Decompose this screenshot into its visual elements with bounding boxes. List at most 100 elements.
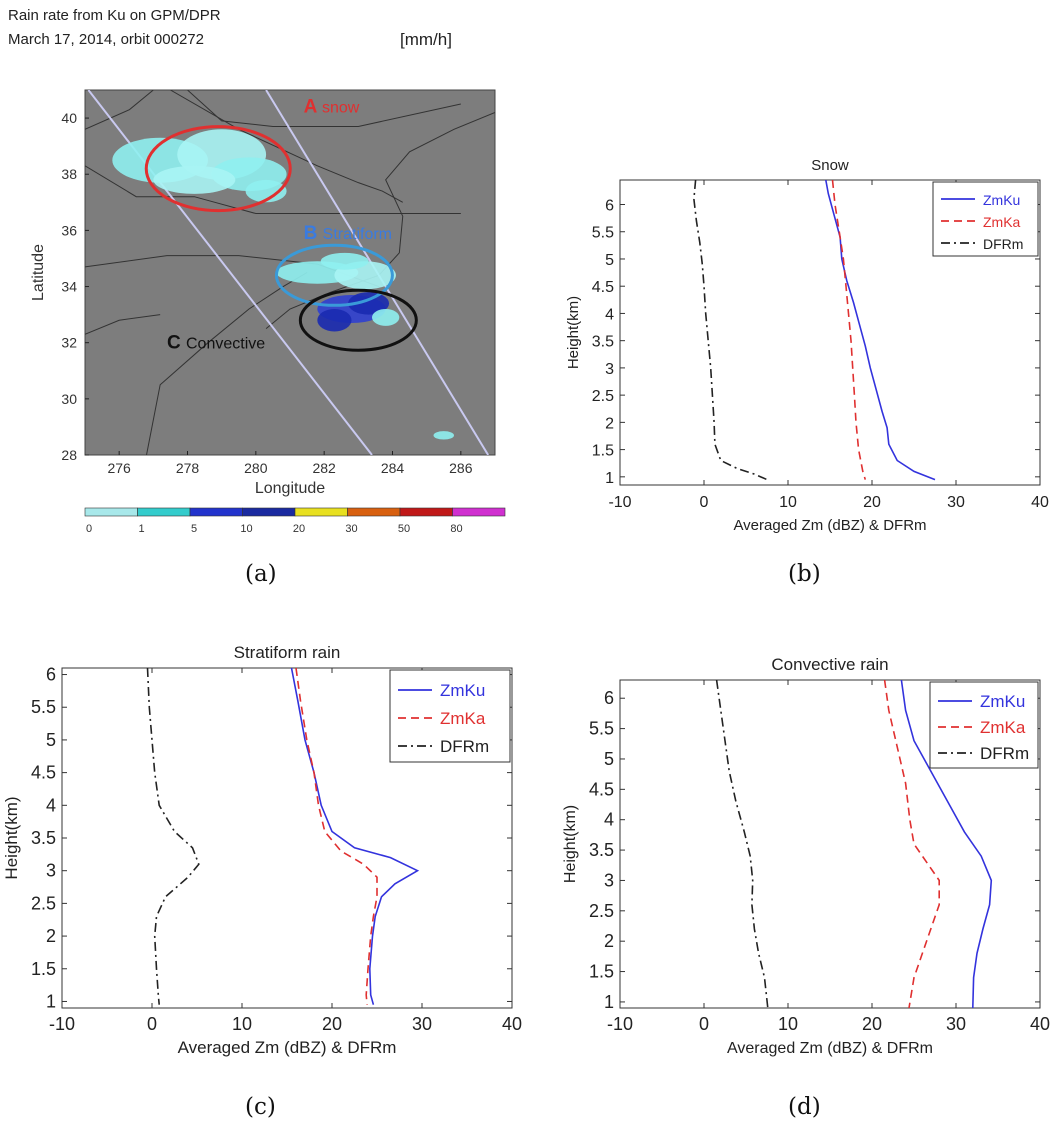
colorbar-segment	[84, 507, 138, 517]
chart-title: Convective rain	[771, 655, 888, 674]
colorbar-segment	[189, 507, 243, 517]
map-x-axis-label: Longitude	[255, 480, 325, 497]
map-x-tick-label: 286	[449, 460, 473, 476]
map-title-line1: Rain rate from Ku on GPM/DPR	[8, 7, 221, 24]
y-tick-label: 4.5	[589, 779, 614, 799]
x-tick-label: 20	[322, 1014, 342, 1034]
series-line-dfrm	[146, 668, 200, 1005]
y-tick-label: 2.5	[31, 893, 56, 913]
precip-area	[153, 165, 236, 194]
y-axis-label: Height(km)	[565, 296, 582, 369]
precip-area	[320, 252, 369, 270]
colorbar-segment	[399, 507, 453, 517]
map-border	[85, 90, 154, 130]
y-tick-label: 1	[605, 470, 614, 487]
series-line-zmka	[295, 668, 378, 1005]
series-line-dfrm	[715, 680, 769, 1008]
precip-area	[245, 179, 287, 203]
y-axis-label: Height(km)	[562, 805, 579, 883]
chart-title: Snow	[811, 157, 849, 174]
y-tick-label: 2	[604, 931, 614, 951]
x-tick-label: 20	[862, 1014, 882, 1034]
map-border	[85, 165, 461, 215]
snow-profile-panel: Snow -10 0 10 20 30 40 1 1.5 2 2.5 3 3.5 4 4.5 5 5.5 6 Ave…	[560, 150, 1050, 555]
map-y-tick-label: 40	[61, 110, 77, 126]
y-tick-label: 3.5	[589, 840, 614, 860]
chart-title: Stratiform rain	[234, 643, 341, 662]
series-line-zmku	[900, 680, 993, 1008]
y-tick-label: 5	[605, 252, 614, 269]
y-tick-label: 1.5	[589, 962, 614, 982]
y-tick-label: 2.5	[589, 901, 614, 921]
y-tick-label: 5.5	[31, 697, 56, 717]
series-line-zmka	[883, 680, 940, 1008]
y-tick-label: 5.5	[589, 719, 614, 739]
map-y-axis-label: Latitude	[30, 244, 47, 301]
legend-label-dfrm: DFRm	[440, 737, 489, 756]
series-line-zmka	[831, 180, 867, 480]
precip-area	[372, 309, 400, 326]
series-line-zmku	[290, 668, 420, 1005]
x-tick-label: -10	[49, 1014, 75, 1034]
legend-label-zmka: ZmKa	[980, 718, 1026, 737]
y-tick-label: 4	[46, 795, 56, 815]
map-border	[146, 272, 308, 455]
y-tick-label: 6	[604, 688, 614, 708]
x-tick-label: 40	[502, 1014, 522, 1034]
x-tick-label: 30	[947, 494, 965, 511]
y-tick-label: 1	[604, 992, 614, 1012]
map-x-tick-label: 278	[176, 460, 200, 476]
colorbar-segment	[242, 507, 296, 517]
colorbar-tick-label: 80	[450, 523, 462, 535]
y-axis-label: Height(km)	[2, 796, 21, 879]
y-tick-label: 4	[604, 810, 614, 830]
convective-region-ellipse	[298, 288, 418, 352]
colorbar-segment	[137, 507, 191, 517]
caption-a: (a)	[245, 561, 277, 587]
y-tick-label: 5	[46, 730, 56, 750]
y-tick-label: 2.5	[592, 388, 614, 405]
caption-d: (d)	[788, 1094, 821, 1120]
colorbar-tick-label: 20	[293, 523, 305, 535]
legend-label-zmka: ZmKa	[440, 709, 486, 728]
caption-b: (b)	[788, 561, 821, 587]
legend-label-zmku: ZmKu	[980, 692, 1025, 711]
y-tick-label: 2	[605, 415, 614, 432]
snow-region-ellipse	[144, 125, 292, 213]
map-x-tick-label: 284	[381, 460, 405, 476]
x-tick-label: 0	[147, 1014, 157, 1034]
colorbar-tick-label: 50	[398, 523, 410, 535]
x-tick-label: 0	[700, 494, 709, 511]
map-border	[170, 90, 403, 203]
y-tick-label: 1.5	[592, 443, 614, 460]
series-line-zmku	[825, 180, 936, 481]
x-axis-label: Averaged Zm (dBZ) & DFRm	[727, 1040, 933, 1057]
map-border	[187, 90, 461, 127]
series-line-dfrm	[693, 180, 768, 481]
map-content	[85, 90, 495, 455]
map-y-tick-label: 28	[61, 447, 77, 463]
x-tick-label: -10	[607, 1014, 633, 1034]
y-tick-label: 6	[605, 198, 614, 215]
x-tick-label: 10	[779, 494, 797, 511]
map-y-tick-label: 32	[61, 335, 77, 351]
colorbar-segment	[347, 507, 401, 517]
x-axis-label: Averaged Zm (dBZ) & DFRm	[178, 1038, 397, 1057]
y-tick-label: 3	[604, 870, 614, 890]
y-tick-label: 5	[604, 749, 614, 769]
legend-label-zmka: ZmKa	[983, 214, 1021, 230]
colorbar-segment	[294, 507, 348, 517]
y-tick-label: 1	[46, 991, 56, 1011]
x-tick-label: 10	[778, 1014, 798, 1034]
map-title-line2: March 17, 2014, orbit 000272	[8, 31, 204, 48]
colorbar-tick-label: 1	[138, 523, 144, 535]
x-tick-label: 40	[1030, 1014, 1050, 1034]
region-label-snow: A snow	[304, 96, 360, 117]
map-border	[85, 314, 161, 335]
map-y-tick-label: 34	[61, 279, 77, 295]
region-label-convective: C Convective	[167, 332, 265, 353]
x-tick-label: -10	[608, 494, 631, 511]
convective-profile-panel: Convective rain -10 0 10 20 30 40 1 1.5 2 2.5 3 3.5 4…	[555, 620, 1050, 1075]
caption-c: (c)	[245, 1094, 276, 1120]
legend-box	[389, 669, 511, 763]
